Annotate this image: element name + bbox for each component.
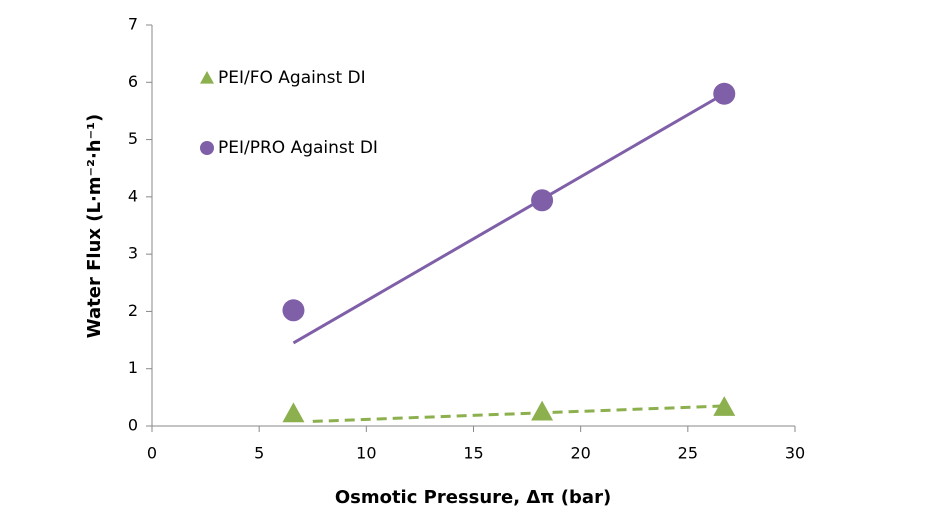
x-tick-label: 15 [463, 444, 483, 463]
x-tick-label: 5 [254, 444, 264, 463]
circle-marker [531, 189, 554, 212]
circle-marker [713, 82, 736, 105]
y-tick-label: 0 [128, 416, 138, 435]
y-tick-label: 1 [128, 358, 138, 377]
legend-label: PEI/FO Against DI [218, 68, 366, 88]
y-tick-label: 5 [128, 129, 138, 148]
y-tick-label: 3 [128, 244, 138, 263]
triangle-marker [713, 396, 736, 416]
x-tick-label: 25 [678, 444, 698, 463]
x-tick-label: 0 [147, 444, 157, 463]
x-tick-label: 10 [356, 444, 376, 463]
circle-marker [200, 141, 214, 155]
trend-line [292, 92, 726, 345]
triangle-marker [282, 402, 305, 423]
y-tick-label: 2 [128, 301, 138, 320]
circle-marker [282, 299, 305, 322]
triangle-marker [200, 71, 214, 84]
legend-label: PEI/PRO Against DI [218, 138, 378, 158]
y-axis-label: Water Flux (L·m⁻²·h⁻¹) [84, 114, 105, 338]
y-tick-label: 6 [128, 72, 138, 91]
trend-line [312, 404, 725, 423]
x-tick-label: 20 [570, 444, 590, 463]
x-axis-label: Osmotic Pressure, Δπ (bar) [335, 487, 611, 508]
x-tick-label: 30 [785, 444, 805, 463]
y-tick-label: 7 [128, 15, 138, 34]
y-tick-label: 4 [128, 186, 138, 205]
triangle-marker [531, 400, 554, 421]
